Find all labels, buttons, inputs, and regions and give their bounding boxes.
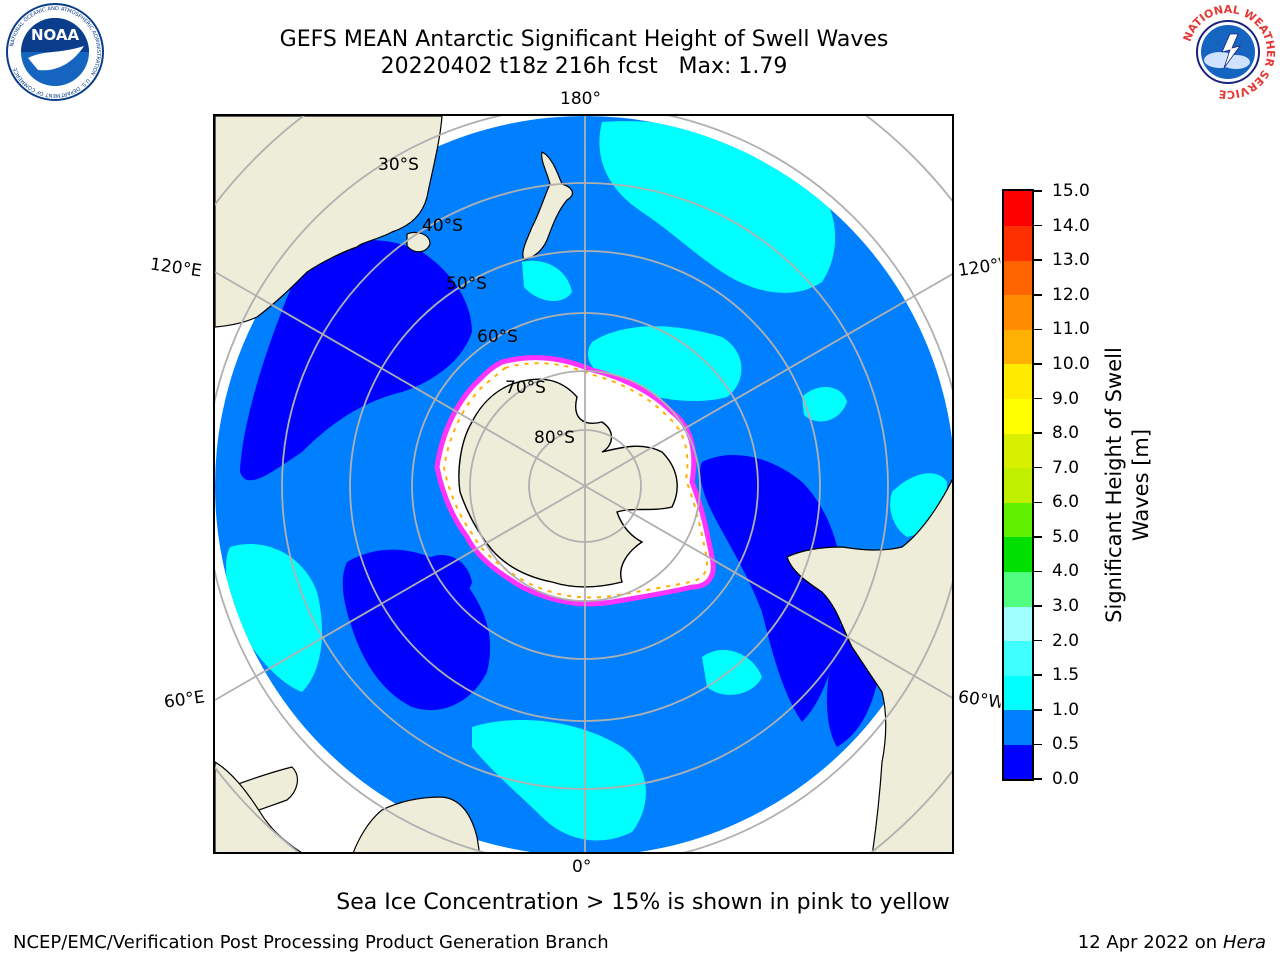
colorbar-tick-label: 6.0: [1052, 492, 1080, 513]
colorbar-tick: [1034, 190, 1042, 192]
colorbar-tick-label: 15.0: [1052, 181, 1090, 201]
footer-right: 12 Apr 2022 on Hera: [1078, 932, 1266, 953]
low-swell-region: [700, 454, 843, 722]
colorbar-tick-label: 8.0: [1052, 423, 1080, 444]
meridian-lines: [215, 116, 952, 852]
colorbar-segment: [1004, 640, 1032, 676]
colorbar-tick: [1034, 639, 1042, 642]
lon-label-60w: 60°W: [956, 687, 1003, 713]
map-panel: 30°S 40°S 50°S 60°S 70°S 80°S: [213, 114, 954, 854]
footer-left: NCEP/EMC/Verification Post Processing Pr…: [13, 932, 609, 953]
map-subtitle: 20220402 t18z 216h fcst Max: 1.79: [380, 54, 788, 79]
map-title: GEFS MEAN Antarctic Significant Height o…: [279, 27, 889, 52]
lat-label-40s: 40°S: [422, 216, 463, 236]
lat-label-30s: 30°S: [378, 155, 419, 175]
lat-label-50s: 50°S: [446, 274, 487, 294]
nws-logo: NATIONAL WEATHER SERVICE: [1178, 2, 1278, 102]
high-swell-region: [522, 260, 572, 302]
colorbar-tick: [1034, 501, 1042, 504]
colorbar-tick-label: 11.0: [1052, 319, 1090, 340]
colorbar-tick: [1034, 674, 1042, 676]
colorbar-segment: [1004, 398, 1032, 434]
colorbar-segment: [1004, 294, 1032, 330]
lon-label-120w: 120°W: [956, 255, 1003, 281]
colorbar-tick-label: 7.0: [1052, 457, 1080, 478]
low-swell-region: [422, 554, 472, 601]
colorbar: [1002, 189, 1034, 781]
high-swell-region: [472, 719, 646, 841]
footer-date: 12 Apr 2022 on: [1077, 932, 1223, 953]
colorbar-tick-label: 14.0: [1052, 215, 1090, 236]
lat-label-70s: 70°S: [505, 378, 546, 398]
land-south-america: [786, 478, 952, 852]
lon-label-120e: 120°E: [148, 254, 203, 282]
colorbar-segment: [1004, 675, 1032, 711]
noaa-logo: NOAA NATIONAL OCEANIC AND ATMOSPHERIC AD…: [4, 2, 106, 102]
land-africa: [352, 796, 480, 852]
colorbar-segment: [1004, 502, 1032, 538]
land-antarctica: [458, 378, 678, 588]
colorbar-tick: [1034, 743, 1042, 746]
colorbar-segment: [1004, 433, 1032, 469]
colorbar-segment: [1004, 191, 1032, 227]
colorbar-tick: [1034, 778, 1042, 780]
colorbar-tick-label: 1.0: [1052, 699, 1080, 720]
colorbar-tick-label: 1.5: [1052, 665, 1080, 686]
colorbar-tick-label: 5.0: [1052, 526, 1080, 547]
colorbar-tick: [1034, 536, 1042, 538]
colorbar-segment: [1004, 536, 1032, 572]
colorbar-tick-label: 12.0: [1052, 284, 1090, 305]
colorbar-tick: [1034, 363, 1042, 365]
noaa-logo-text: NOAA: [31, 26, 80, 44]
colorbar-tick-label: 0.0: [1052, 769, 1080, 789]
colorbar-tick-label: 13.0: [1052, 250, 1090, 271]
colorbar-tick: [1034, 570, 1042, 573]
colorbar-tick: [1034, 605, 1042, 607]
colorbar-segment: [1004, 225, 1032, 261]
colorbar-tick: [1034, 709, 1042, 711]
colorbar-tick-label: 10.0: [1052, 353, 1090, 374]
colorbar-tick-label: 3.0: [1052, 596, 1080, 617]
caption: Sea Ice Concentration > 15% is shown in …: [0, 890, 1280, 915]
caption-text: Sea Ice Concentration > 15% is shown in …: [336, 890, 950, 915]
polar-map: 30°S 40°S 50°S 60°S 70°S 80°S: [215, 116, 952, 852]
colorbar-tick-label: 9.0: [1052, 388, 1080, 409]
colorbar-tick: [1034, 224, 1042, 227]
high-swell-region: [802, 386, 847, 422]
colorbar-segment: [1004, 606, 1032, 642]
lon-label-180: 180°: [560, 89, 601, 109]
colorbar-tick: [1034, 294, 1042, 296]
land-australia: [215, 116, 443, 328]
colorbar-segment: [1004, 363, 1032, 400]
colorbar-segment: [1004, 709, 1032, 745]
colorbar-segment: [1004, 467, 1032, 503]
colorbar-tick-label: 2.0: [1052, 630, 1080, 651]
lon-label-0: 0°: [572, 857, 592, 877]
colorbar-tick-label: 4.0: [1052, 561, 1080, 582]
sea-ice-edge-yellow: [442, 362, 708, 599]
colorbar-tick: [1034, 466, 1042, 469]
colorbar-tick: [1034, 397, 1042, 400]
colorbar-tick: [1034, 328, 1042, 331]
colorbar-tick-label: 0.5: [1052, 734, 1080, 755]
colorbar-tick: [1034, 259, 1042, 261]
colorbar-segment: [1004, 260, 1032, 296]
land-corner-sw: [215, 761, 302, 852]
colorbar-tick: [1034, 432, 1042, 434]
lat-label-60s: 60°S: [477, 327, 518, 347]
colorbar-label: Significant Height of Swell Waves [m]: [1102, 347, 1153, 623]
colorbar-segment: [1004, 571, 1032, 607]
colorbar-segment: [1004, 329, 1032, 365]
high-swell-region: [702, 649, 762, 695]
land-new-zealand: [522, 151, 574, 261]
footer-machine: Hera: [1222, 932, 1266, 953]
low-swell-region: [240, 240, 472, 481]
lon-label-60e: 60°E: [162, 687, 207, 713]
lat-label-80s: 80°S: [534, 428, 575, 448]
colorbar-segment: [1004, 744, 1032, 779]
